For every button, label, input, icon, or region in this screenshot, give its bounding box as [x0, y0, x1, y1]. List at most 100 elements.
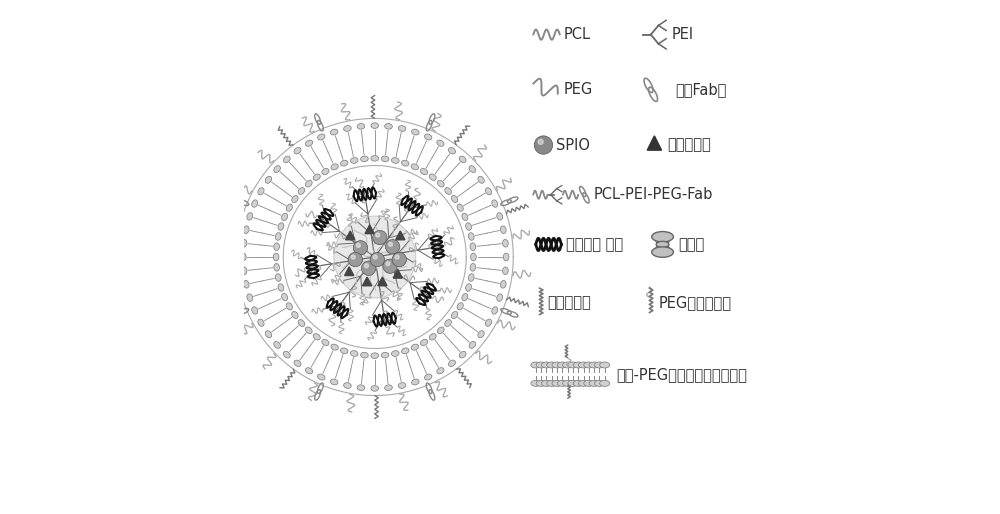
Text: 脂质体: 脂质体 — [678, 237, 704, 252]
Ellipse shape — [357, 123, 365, 129]
Ellipse shape — [471, 253, 476, 261]
Ellipse shape — [247, 213, 253, 220]
Ellipse shape — [429, 174, 436, 180]
Ellipse shape — [459, 156, 466, 162]
Ellipse shape — [398, 125, 406, 132]
Ellipse shape — [283, 156, 290, 162]
Ellipse shape — [420, 169, 428, 175]
Text: 多肽-PEG修饰的脂质双分子膜: 多肽-PEG修饰的脂质双分子膜 — [617, 366, 747, 382]
Ellipse shape — [331, 344, 338, 350]
Ellipse shape — [584, 380, 594, 387]
Ellipse shape — [656, 242, 669, 248]
Ellipse shape — [468, 274, 474, 281]
Circle shape — [370, 252, 384, 267]
Ellipse shape — [468, 233, 474, 240]
Ellipse shape — [241, 267, 247, 274]
Ellipse shape — [568, 380, 578, 387]
Ellipse shape — [341, 348, 348, 354]
Polygon shape — [362, 277, 372, 286]
Ellipse shape — [600, 362, 610, 368]
Ellipse shape — [594, 362, 604, 368]
Polygon shape — [346, 231, 355, 240]
Ellipse shape — [350, 351, 358, 356]
Ellipse shape — [357, 385, 365, 391]
Ellipse shape — [371, 353, 379, 358]
Ellipse shape — [652, 231, 673, 242]
Ellipse shape — [292, 311, 298, 319]
Circle shape — [226, 109, 523, 405]
Ellipse shape — [274, 341, 280, 348]
Ellipse shape — [341, 160, 348, 166]
Ellipse shape — [445, 188, 451, 194]
Text: PEI: PEI — [671, 27, 693, 42]
Ellipse shape — [492, 307, 498, 314]
Ellipse shape — [573, 380, 583, 387]
Ellipse shape — [313, 334, 320, 340]
Ellipse shape — [594, 380, 604, 387]
Ellipse shape — [305, 180, 312, 187]
Text: PCL-PEI-PEG-Fab: PCL-PEI-PEG-Fab — [594, 187, 713, 202]
Circle shape — [392, 252, 406, 267]
Circle shape — [361, 261, 376, 276]
Ellipse shape — [457, 303, 463, 310]
Ellipse shape — [294, 148, 301, 154]
Ellipse shape — [282, 213, 288, 221]
Ellipse shape — [391, 158, 399, 163]
Ellipse shape — [451, 311, 458, 319]
Ellipse shape — [469, 341, 476, 348]
Ellipse shape — [600, 380, 610, 387]
Ellipse shape — [371, 156, 379, 161]
Ellipse shape — [411, 164, 419, 170]
Ellipse shape — [252, 307, 258, 314]
Ellipse shape — [536, 380, 546, 387]
Ellipse shape — [243, 281, 249, 288]
Ellipse shape — [258, 319, 264, 326]
Ellipse shape — [241, 240, 247, 247]
Ellipse shape — [381, 352, 389, 358]
Ellipse shape — [350, 158, 358, 163]
Text: PEG修饰的多肽: PEG修饰的多肽 — [658, 295, 731, 310]
Ellipse shape — [568, 362, 578, 368]
Circle shape — [351, 255, 355, 259]
Circle shape — [395, 255, 399, 259]
Ellipse shape — [457, 204, 463, 211]
Ellipse shape — [478, 176, 484, 183]
Ellipse shape — [274, 243, 279, 250]
Ellipse shape — [305, 140, 313, 146]
Ellipse shape — [274, 166, 280, 173]
Ellipse shape — [573, 362, 583, 368]
Circle shape — [348, 252, 362, 267]
Ellipse shape — [398, 382, 406, 389]
Ellipse shape — [503, 267, 508, 274]
Polygon shape — [396, 231, 405, 240]
Circle shape — [353, 241, 368, 255]
Ellipse shape — [385, 385, 392, 391]
Ellipse shape — [552, 380, 562, 387]
Ellipse shape — [241, 253, 246, 261]
Ellipse shape — [485, 319, 492, 326]
Ellipse shape — [466, 223, 472, 230]
Ellipse shape — [445, 320, 451, 326]
Ellipse shape — [547, 380, 557, 387]
Ellipse shape — [298, 188, 305, 194]
Ellipse shape — [330, 129, 338, 135]
Text: PEG: PEG — [564, 82, 593, 97]
Polygon shape — [345, 267, 354, 276]
Ellipse shape — [278, 223, 284, 230]
Circle shape — [373, 255, 377, 259]
Ellipse shape — [278, 284, 284, 291]
Polygon shape — [365, 225, 374, 234]
Ellipse shape — [552, 362, 562, 368]
Ellipse shape — [437, 327, 444, 334]
Ellipse shape — [563, 380, 573, 387]
Ellipse shape — [381, 156, 389, 162]
Ellipse shape — [282, 293, 288, 301]
Circle shape — [356, 243, 360, 247]
Ellipse shape — [578, 362, 589, 368]
Ellipse shape — [437, 180, 444, 187]
Ellipse shape — [448, 148, 455, 154]
Circle shape — [283, 166, 466, 348]
Ellipse shape — [503, 253, 509, 261]
Ellipse shape — [258, 188, 264, 195]
Ellipse shape — [344, 125, 351, 132]
